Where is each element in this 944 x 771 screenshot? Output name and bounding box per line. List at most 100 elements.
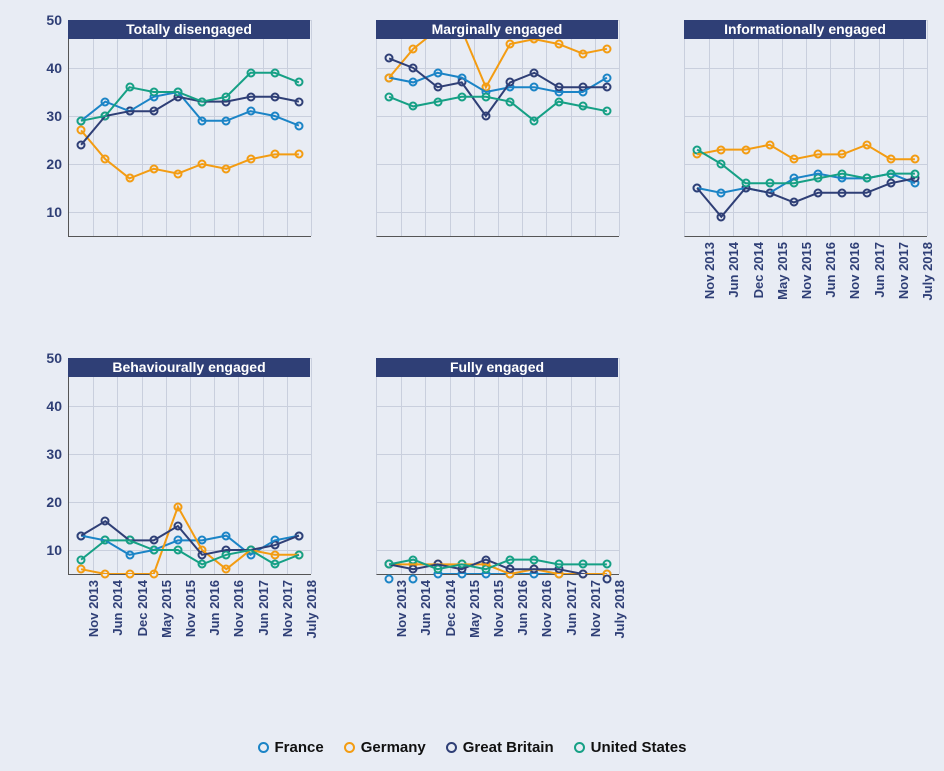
data-marker bbox=[101, 517, 110, 526]
panel-fully-engaged: Fully engaged Nov 2013 Jun 2014 Dec 2014 May… bbox=[328, 358, 618, 678]
data-marker bbox=[101, 97, 110, 106]
data-marker bbox=[270, 560, 279, 569]
plot-area bbox=[376, 358, 619, 575]
x-tick-label: Nov 2017 bbox=[588, 580, 603, 637]
data-marker bbox=[765, 140, 774, 149]
legend-item-great-britain: Great Britain bbox=[446, 739, 554, 756]
panel-title: Marginally engaged bbox=[376, 20, 618, 39]
data-marker bbox=[409, 565, 418, 574]
data-marker bbox=[149, 570, 158, 579]
data-marker bbox=[385, 73, 394, 82]
data-marker bbox=[198, 536, 207, 545]
data-marker bbox=[101, 112, 110, 121]
data-marker bbox=[578, 102, 587, 111]
data-marker bbox=[530, 116, 539, 125]
legend-item-france: France bbox=[258, 739, 324, 756]
data-marker bbox=[481, 112, 490, 121]
data-marker bbox=[838, 169, 847, 178]
data-marker bbox=[246, 107, 255, 116]
data-marker bbox=[294, 121, 303, 130]
data-marker bbox=[173, 546, 182, 555]
legend-label: Great Britain bbox=[463, 739, 554, 756]
legend: France Germany Great Britain United States bbox=[0, 739, 944, 757]
data-marker bbox=[717, 188, 726, 197]
x-tick-label: Nov 2017 bbox=[280, 580, 295, 637]
data-marker bbox=[198, 160, 207, 169]
data-marker bbox=[602, 107, 611, 116]
data-marker bbox=[741, 179, 750, 188]
data-marker bbox=[506, 97, 515, 106]
data-marker bbox=[554, 40, 563, 49]
data-marker bbox=[602, 44, 611, 53]
data-marker bbox=[862, 140, 871, 149]
data-marker bbox=[838, 150, 847, 159]
x-tick-label: Jun 2017 bbox=[872, 242, 887, 298]
data-marker bbox=[125, 536, 134, 545]
data-marker bbox=[578, 560, 587, 569]
data-marker bbox=[506, 555, 515, 564]
data-marker bbox=[101, 570, 110, 579]
data-marker bbox=[385, 92, 394, 101]
x-tick-label: Dec 2014 bbox=[443, 580, 458, 636]
data-marker bbox=[149, 536, 158, 545]
data-marker bbox=[246, 92, 255, 101]
x-tick-label: Nov 2013 bbox=[86, 580, 101, 637]
data-marker bbox=[294, 78, 303, 87]
x-tick-label: May 2015 bbox=[159, 580, 174, 638]
data-marker bbox=[602, 560, 611, 569]
data-marker bbox=[602, 83, 611, 92]
data-marker bbox=[789, 179, 798, 188]
data-marker bbox=[149, 546, 158, 555]
x-tick-label: Jun 2014 bbox=[110, 580, 125, 636]
data-marker bbox=[125, 570, 134, 579]
data-marker bbox=[385, 560, 394, 569]
data-marker bbox=[222, 550, 231, 559]
data-marker bbox=[77, 565, 86, 574]
panel-title: Fully engaged bbox=[376, 358, 618, 377]
legend-label: United States bbox=[591, 739, 687, 756]
legend-item-united-states: United States bbox=[574, 739, 687, 756]
x-tick-label: Nov 2017 bbox=[896, 242, 911, 299]
data-marker bbox=[554, 83, 563, 92]
x-tick-label: Jun 2016 bbox=[207, 580, 222, 636]
data-marker bbox=[717, 212, 726, 221]
x-tick-label: May 2015 bbox=[467, 580, 482, 638]
x-tick-label: Nov 2013 bbox=[702, 242, 717, 299]
data-marker bbox=[506, 78, 515, 87]
panel-totally-disengaged: Totally disengaged1020304050 bbox=[20, 20, 310, 340]
x-tick-label: Jun 2014 bbox=[418, 580, 433, 636]
panel-informationally-engaged: Informationally engagedNov 2013Jun 2014D… bbox=[636, 20, 926, 340]
data-marker bbox=[198, 116, 207, 125]
x-tick-label: Dec 2014 bbox=[751, 242, 766, 298]
panel-grid: Totally disengaged1020304050 Marginally e… bbox=[0, 0, 944, 678]
x-tick-label: Nov 2013 bbox=[394, 580, 409, 637]
data-marker bbox=[77, 126, 86, 135]
data-marker bbox=[222, 565, 231, 574]
legend-item-germany: Germany bbox=[344, 739, 426, 756]
data-marker bbox=[481, 565, 490, 574]
legend-label: Germany bbox=[361, 739, 426, 756]
legend-marker-icon bbox=[574, 742, 585, 753]
plot-area bbox=[68, 358, 311, 575]
x-tick-label: Nov 2016 bbox=[231, 580, 246, 637]
data-marker bbox=[481, 83, 490, 92]
data-marker bbox=[409, 574, 418, 583]
data-marker bbox=[506, 40, 515, 49]
data-marker bbox=[433, 83, 442, 92]
plot-area bbox=[68, 20, 311, 237]
x-tick-label: Jun 2016 bbox=[515, 580, 530, 636]
data-marker bbox=[409, 64, 418, 73]
x-tick-label: Nov 2015 bbox=[491, 580, 506, 637]
y-tick-label: 30 bbox=[22, 108, 62, 124]
data-marker bbox=[198, 550, 207, 559]
data-marker bbox=[838, 188, 847, 197]
data-marker bbox=[385, 54, 394, 63]
legend-marker-icon bbox=[446, 742, 457, 753]
data-marker bbox=[530, 555, 539, 564]
data-marker bbox=[530, 565, 539, 574]
data-marker bbox=[554, 97, 563, 106]
panel-title: Totally disengaged bbox=[68, 20, 310, 39]
x-tick-label: July 2018 bbox=[920, 242, 935, 301]
data-marker bbox=[717, 160, 726, 169]
data-marker bbox=[222, 531, 231, 540]
